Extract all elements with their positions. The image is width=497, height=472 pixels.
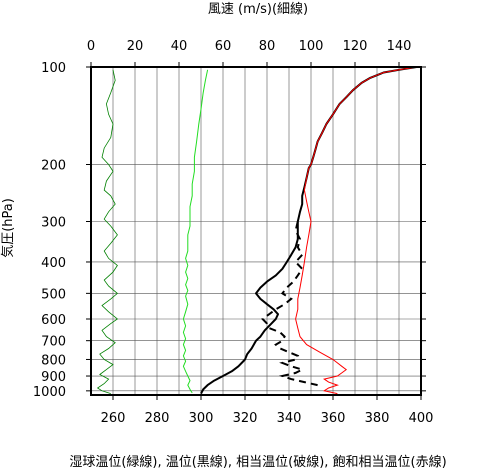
bottom-axis-tick-label: 400 xyxy=(409,411,434,426)
series-line-5 xyxy=(295,66,417,395)
bottom-axis-title: 湿球温位(緑線), 温位(黒線), 相当温位(破線), 飽和相当温位(赤線) xyxy=(69,454,446,470)
y-axis-tick-label: 1000 xyxy=(33,385,66,400)
top-axis-tick-label: 0 xyxy=(87,39,95,54)
top-axis-tick-label: 80 xyxy=(259,39,276,54)
bottom-axis-tick-label: 260 xyxy=(101,411,126,426)
top-axis-tick-label: 140 xyxy=(387,39,412,54)
y-axis-tick-label: 200 xyxy=(41,158,66,173)
bottom-axis-tick-label: 340 xyxy=(277,411,302,426)
axes: 0 20 40 60 80 100 120 140 260 280 300 320 340 360 380 4… xyxy=(33,39,434,426)
top-axis-tick-label: 40 xyxy=(171,39,188,54)
bottom-axis-tick-label: 360 xyxy=(321,411,346,426)
series-lines xyxy=(96,66,417,395)
top-axis-tick-label: 120 xyxy=(343,39,368,54)
y-axis-tick-label: 600 xyxy=(41,313,66,328)
y-axis-tick-label: 300 xyxy=(41,216,66,231)
bottom-axis-tick-label: 320 xyxy=(233,411,258,426)
top-axis-tick-label: 100 xyxy=(299,39,324,54)
bottom-axis-tick-label: 300 xyxy=(189,411,214,426)
top-axis-tick-label: 20 xyxy=(127,39,144,54)
series-line-4 xyxy=(261,221,318,387)
bottom-axis-tick-label: 380 xyxy=(365,411,390,426)
y-axis-tick-label: 400 xyxy=(41,256,66,271)
plot-frame xyxy=(90,66,422,396)
y-axis-tick-label: 700 xyxy=(41,335,66,350)
y-axis-tick-label: 900 xyxy=(41,370,66,385)
series-line-1 xyxy=(96,69,119,394)
y-axis-title: 気圧(hPa) xyxy=(0,198,16,258)
grid-lines xyxy=(91,67,421,395)
y-axis-tick-label: 100 xyxy=(41,61,66,76)
series-line-3 xyxy=(200,66,417,395)
y-axis-tick-label: 500 xyxy=(41,287,66,302)
top-axis-tick-label: 60 xyxy=(215,39,232,54)
bottom-axis-tick-label: 280 xyxy=(145,411,170,426)
top-axis-title: 風速 (m/s)(細線) xyxy=(208,1,308,17)
series-line-2 xyxy=(182,69,209,394)
y-axis-tick-label: 800 xyxy=(41,353,66,368)
